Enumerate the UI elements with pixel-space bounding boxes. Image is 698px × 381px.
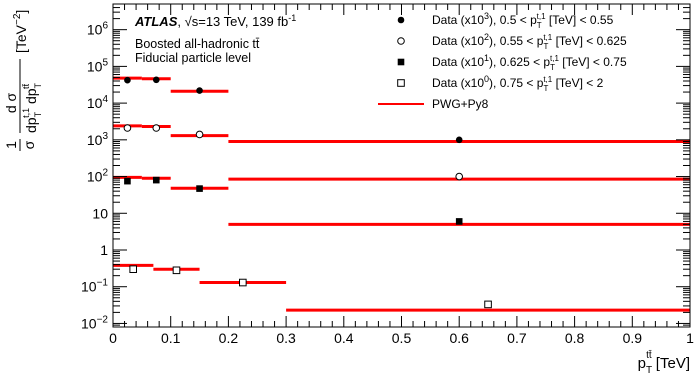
x-tick-label: 0.1 <box>161 330 181 346</box>
data-point <box>152 124 161 132</box>
x-axis-label: pTtt̄ [TeV] <box>638 349 690 376</box>
data-point <box>455 172 464 181</box>
x-tick-label: 0.8 <box>565 330 585 346</box>
data-point <box>124 76 131 84</box>
y-tick-label: 10−1 <box>81 278 108 295</box>
data-points <box>123 76 492 309</box>
annotation-line2: Boosted all-hadronic tt̄ <box>135 37 260 51</box>
data-point <box>129 265 137 273</box>
data-point <box>152 176 160 184</box>
y-tick-label: 10−2 <box>81 314 108 331</box>
data-point <box>196 87 203 94</box>
data-point <box>455 136 463 144</box>
y-tick-label: 102 <box>87 168 109 185</box>
legend-marker <box>397 79 405 87</box>
legend: Data (x103), 0.5 < pTt,1 [TeV] < 0.55 Dat… <box>378 11 627 111</box>
x-tick-label: 0.3 <box>276 330 296 346</box>
legend-label: PWG+Py8 <box>432 97 489 111</box>
y-tick-label: 106 <box>87 21 109 38</box>
data-point <box>484 300 492 309</box>
x-tick-label: 0.7 <box>507 330 527 346</box>
y-label-sigma: σ <box>21 140 37 149</box>
data-point <box>195 130 204 139</box>
data-point <box>196 185 203 192</box>
x-tick-label: 0.5 <box>392 330 412 346</box>
legend-label: Data (x102), 0.55 < pTt,1 [TeV] < 0.625 <box>432 32 627 51</box>
y-label-unit: [TeV−2] <box>12 10 29 53</box>
legend-label: Data (x103), 0.5 < pTt,1 [TeV] < 0.55 <box>432 11 614 30</box>
x-tick-label: 0.6 <box>449 330 469 346</box>
axes: 0 0.1 0.2 0.3 0.4 0.5 0.6 0.7 0.8 0.9 1 10−2 10−1 1 10… <box>81 3 694 346</box>
y-tick-label: 103 <box>87 131 109 148</box>
y-label-one: 1 <box>3 141 19 149</box>
annotation-line3: Fiducial particle level <box>135 51 251 65</box>
legend-marker <box>397 58 405 66</box>
x-tick-label: 0.2 <box>219 330 239 346</box>
legend-marker <box>397 37 405 45</box>
y-label-den: dpTt,1 dpTtt̄ <box>21 82 43 133</box>
legend-label: Data (x100), 0.75 < pTt,1 [TeV] < 2 <box>432 74 604 93</box>
legend-marker <box>397 16 405 24</box>
data-point <box>124 177 131 185</box>
data-point <box>239 278 247 287</box>
x-tick-label: 0.9 <box>623 330 643 346</box>
y-label-num: d σ <box>3 92 19 113</box>
y-tick-label: 1 <box>100 242 108 258</box>
x-tick-label: 1 <box>686 330 694 346</box>
data-point <box>172 266 181 275</box>
y-tick-label: 105 <box>87 57 109 74</box>
plot-frame <box>112 3 691 328</box>
legend-label: Data (x101), 0.625 < pTt,1 [TeV] < 0.75 <box>432 53 627 72</box>
data-point <box>152 76 160 84</box>
x-tick-label: 0 <box>109 330 117 346</box>
data-point <box>123 124 132 132</box>
x-tick-label: 0.4 <box>334 330 354 346</box>
atlas-label: ATLAS, √s=13 TeV, 139 fb-1 <box>134 13 296 29</box>
data-point <box>455 218 463 225</box>
mc-lines <box>113 76 690 312</box>
y-tick-label: 10 <box>92 205 108 221</box>
y-tick-label: 104 <box>87 94 109 111</box>
